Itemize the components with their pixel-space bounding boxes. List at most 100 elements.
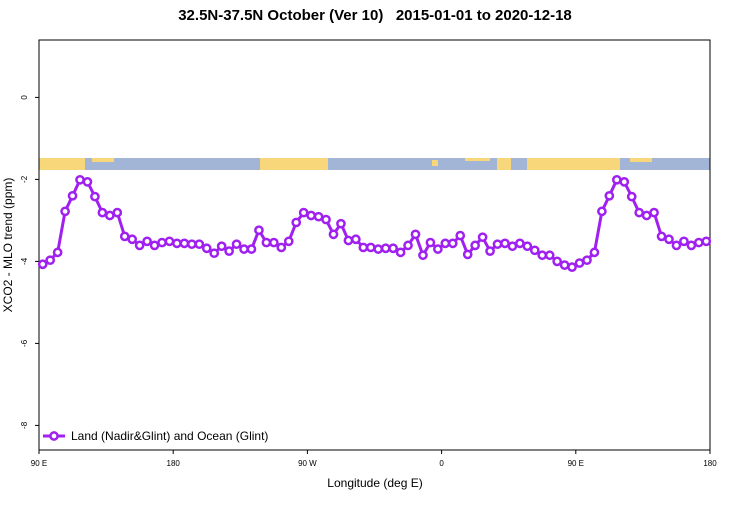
data-point: [477, 232, 488, 243]
data-point: [522, 241, 533, 252]
data-point: [455, 230, 466, 241]
y-tick-label: -2: [20, 175, 29, 183]
data-point: [313, 211, 324, 222]
data-point: [529, 245, 540, 256]
data-point: [582, 255, 592, 266]
data-point: [649, 207, 659, 218]
data-point: [261, 237, 272, 248]
data-point: [492, 239, 503, 250]
data-point: [157, 237, 167, 248]
data-point: [104, 210, 115, 221]
data-point: [336, 218, 346, 229]
data-point: [686, 240, 697, 251]
data-point: [306, 210, 316, 221]
data-point: [67, 190, 78, 201]
data-point: [664, 234, 674, 245]
data-point: [559, 260, 570, 270]
data-point: [380, 243, 391, 254]
data-point: [567, 262, 577, 272]
data-point: [515, 238, 525, 249]
data-point: [209, 248, 220, 259]
x-tick-label: 90 E: [568, 459, 584, 468]
data-point: [425, 237, 436, 248]
data-point: [604, 190, 615, 201]
data-point: [611, 174, 622, 185]
data-point: [679, 236, 689, 247]
data-point: [470, 240, 480, 251]
data-point: [45, 255, 56, 266]
data-point: [246, 244, 257, 254]
data-point: [298, 207, 309, 218]
data-point: [462, 249, 473, 260]
data-point: [574, 258, 585, 268]
y-tick-label: -4: [20, 257, 29, 265]
data-point: [619, 177, 630, 187]
data-point: [224, 246, 234, 256]
chart-title: 32.5N-37.5N October (Ver 10) 2015-01-01 …: [178, 7, 572, 24]
data-point: [254, 225, 264, 236]
data-point: [149, 240, 160, 251]
data-point: [395, 247, 406, 258]
data-point: [186, 239, 197, 250]
data-point: [447, 238, 458, 249]
x-axis-label: Longitude (deg E): [327, 476, 422, 490]
data-point: [276, 242, 287, 253]
data-point: [552, 256, 563, 267]
y-axis-label: XCO2 - MLO trend (ppm): [1, 178, 15, 313]
x-tick-label: 0: [439, 459, 444, 468]
data-point: [589, 247, 600, 258]
data-point: [351, 234, 361, 245]
data-point: [634, 207, 645, 218]
data-point: [626, 191, 637, 202]
y-tick-label: 0: [20, 95, 29, 100]
data-point: [283, 236, 294, 247]
legend-marker: [49, 431, 59, 441]
data-point: [328, 229, 339, 240]
data-point: [216, 241, 227, 252]
data-point: [112, 207, 123, 218]
data-point: [440, 238, 451, 249]
data-point: [194, 239, 205, 250]
x-tick-label: 90 W: [298, 459, 317, 468]
data-point: [388, 243, 398, 254]
data-point: [500, 238, 510, 249]
data-point: [201, 243, 212, 254]
data-point: [365, 242, 376, 253]
data-point: [179, 238, 190, 249]
data-point: [119, 231, 130, 242]
data-point: [239, 244, 249, 254]
data-point: [343, 235, 354, 246]
data-point: [164, 236, 175, 247]
data-point: [52, 247, 63, 258]
data-point: [544, 250, 555, 261]
data-point: [656, 231, 667, 242]
data-point: [641, 210, 652, 221]
data-point: [291, 217, 302, 228]
data-point: [373, 244, 384, 254]
data-point: [97, 207, 108, 218]
data-point: [537, 250, 548, 261]
data-point: [321, 214, 331, 225]
data-point: [90, 191, 100, 202]
data-point: [82, 177, 93, 187]
data-point: [37, 259, 48, 270]
data-point: [127, 234, 138, 245]
data-point: [418, 250, 428, 261]
data-point: [410, 229, 421, 240]
data-point: [75, 174, 85, 185]
data-point: [269, 237, 279, 248]
data-point: [142, 236, 152, 247]
data-point: [358, 242, 369, 253]
data-point: [403, 240, 413, 251]
data-point: [134, 240, 145, 251]
data-point: [231, 239, 242, 250]
x-tick-label: 180: [167, 459, 181, 468]
legend-label: Land (Nadir&Glint) and Ocean (Glint): [71, 429, 268, 443]
land-ocean-strip: [39, 158, 710, 170]
x-tick-label: 90 E: [31, 459, 47, 468]
data-point: [433, 244, 443, 254]
data-point: [507, 241, 518, 252]
data-point: [693, 237, 704, 248]
data-point: [60, 206, 70, 217]
